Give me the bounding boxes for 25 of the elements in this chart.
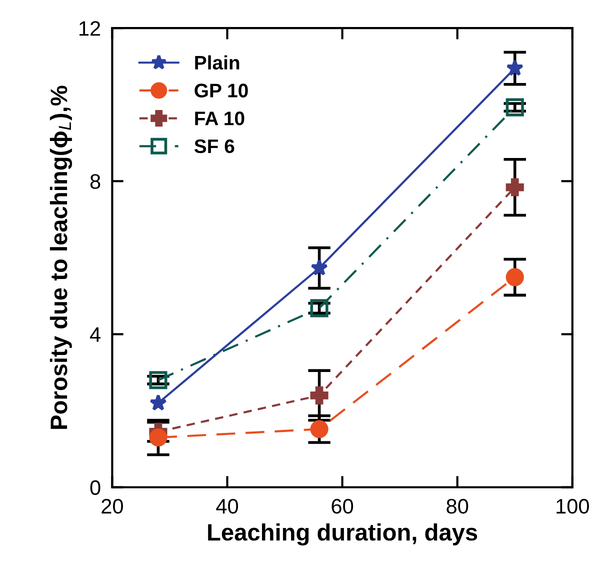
legend-label: Plain [195, 55, 240, 70]
point [506, 268, 524, 286]
point [149, 371, 168, 390]
y-tick-label: 4 [90, 327, 100, 342]
x-tick-label: 80 [446, 498, 468, 514]
point [310, 299, 328, 318]
legend-label: GP 10 [194, 84, 248, 98]
point [506, 98, 524, 116]
x-tick-label: 20 [102, 498, 123, 514]
point [506, 59, 524, 76]
x-tick-label: 40 [216, 498, 238, 514]
y-tick-label: 12 [80, 21, 100, 36]
legend-label: FA 10 [195, 112, 244, 126]
y-axis-title: Porosity due to leaching(ϕ$_{L}$),% [50, 86, 72, 429]
point [506, 178, 524, 196]
point [150, 394, 167, 411]
legend-label: SF 6 [194, 139, 234, 154]
y-tick-label: 8 [90, 174, 100, 189]
x-tick-label: 60 [332, 498, 354, 514]
point [149, 428, 168, 447]
x-tick-label: 100 [556, 498, 589, 514]
y-tick-label: 0 [90, 480, 100, 496]
point [310, 386, 328, 404]
point [310, 258, 328, 276]
x-axis-title: Leaching duration, days [208, 523, 478, 546]
